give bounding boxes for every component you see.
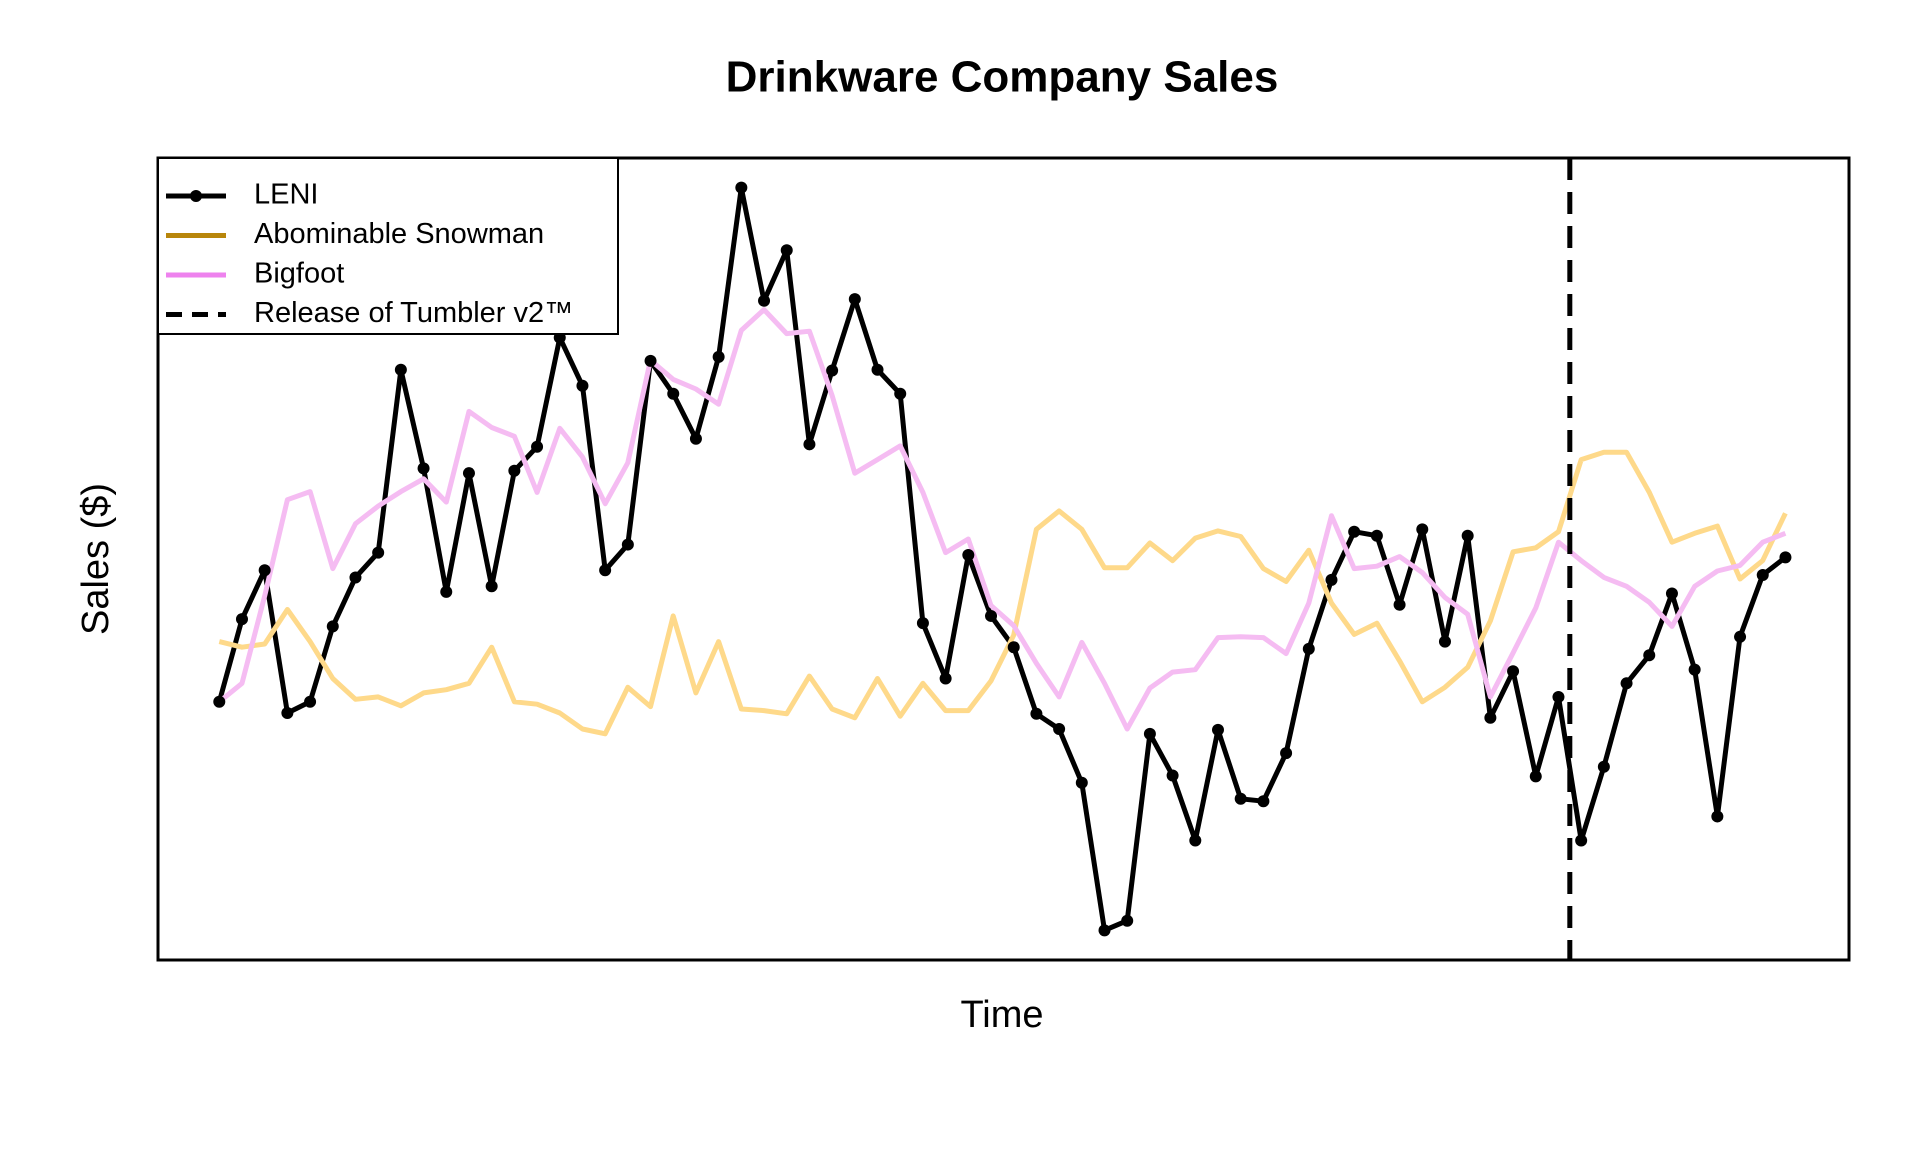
data-point [1393,598,1406,611]
data-point [326,620,339,633]
data-point [916,617,929,630]
legend-label: Abominable Snowman [254,218,544,250]
data-point [258,564,271,577]
data-point [667,387,680,400]
data-point [689,432,702,445]
chart-title: Drinkware Company Sales [726,53,1279,102]
data-point [1688,663,1701,676]
data-point [1280,747,1293,760]
data-point [1711,810,1724,823]
data-point [417,462,430,475]
data-point [1053,723,1066,736]
data-point [1597,760,1610,773]
data-point [780,244,793,257]
legend-label: Release of Tumbler v2™ [254,297,573,329]
data-point [1143,727,1156,740]
series-line [218,449,1788,737]
data-point [1098,924,1111,937]
legend-label: Bigfoot [254,258,344,290]
data-point [1756,569,1769,582]
data-point [531,440,544,453]
series-line [217,307,1787,732]
data-point [1643,649,1656,662]
plot-frame [156,156,1851,962]
y-axis-label: Sales ($) [75,483,117,635]
data-point [826,364,839,377]
series-line [216,185,1787,933]
data-point [1189,834,1202,847]
x-axis-label: Time [960,994,1043,1036]
data-point [621,538,634,551]
data-point [871,363,884,376]
data-point [1461,529,1474,542]
data-point [485,580,498,593]
legend-label: LENI [254,179,318,211]
data-point [1121,914,1134,927]
data-point [1211,723,1224,736]
data-point [235,613,248,626]
data-point [1234,792,1247,805]
data-point [372,546,385,559]
data-point [1348,525,1361,538]
data-point [1166,769,1179,782]
data-point [1484,711,1497,724]
data-point [1734,630,1747,643]
data-point [440,585,453,598]
data-point [962,548,975,561]
data-point [1302,642,1315,655]
data-point [803,438,816,451]
data-point [1665,587,1678,600]
data-point [712,350,725,363]
legend-box [157,157,619,335]
data-point [462,467,475,480]
data-point [349,571,362,584]
data-point [758,294,771,307]
data-point [939,672,952,685]
data-point [1575,834,1588,847]
data-point [735,181,748,194]
data-point [576,379,589,392]
data-point [848,293,861,306]
data-point [599,564,612,577]
data-point [394,363,407,376]
data-point [281,706,294,719]
data-point [1030,707,1043,720]
data-point [1529,770,1542,783]
data-point [1325,573,1338,586]
data-point [1370,529,1383,542]
data-point [1552,690,1565,703]
data-point [1075,776,1088,789]
data-point [508,464,521,477]
data-point [1620,677,1633,690]
legend-marker [190,190,202,202]
data-point [1007,641,1020,654]
data-point [1416,523,1429,536]
data-point [1779,551,1792,564]
data-point [213,695,226,708]
data-point [644,354,657,367]
data-point [304,695,317,708]
data-point [894,387,907,400]
data-point [985,609,998,622]
data-point [1257,795,1270,808]
data-point [1507,665,1520,678]
data-point [1438,635,1451,648]
